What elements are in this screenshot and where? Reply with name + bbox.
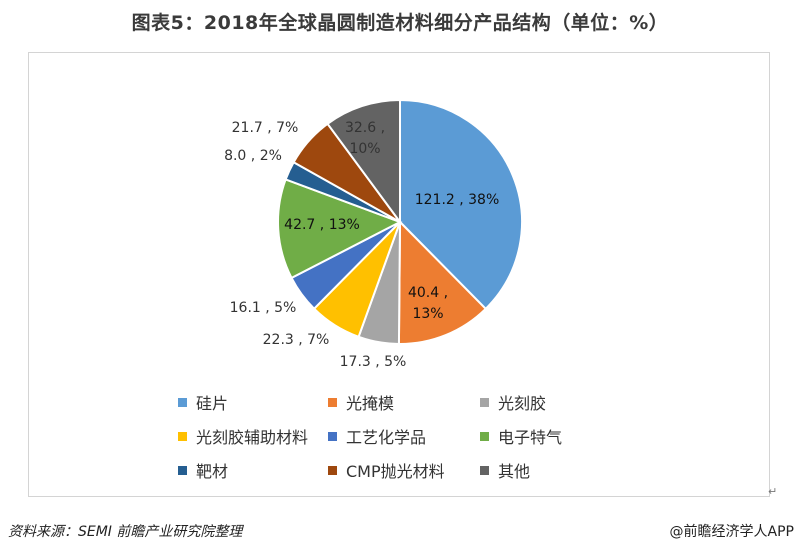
legend-swatch (328, 431, 337, 441)
legend-item-3: 光刻胶 (480, 390, 546, 414)
pie-slice-1 (399, 98, 523, 311)
brand-mark: @前瞻经济学人APP (669, 524, 794, 540)
return-mark: ↵ (768, 485, 778, 498)
legend-swatch (328, 465, 337, 475)
legend-label: 硅片 (196, 394, 229, 413)
data-label-4: 22.3 , 7% (263, 332, 330, 348)
legend-swatch (480, 431, 489, 441)
data-label-9: 32.6 , (345, 120, 385, 136)
pie-slice-6 (277, 178, 403, 280)
legend-label: 其他 (498, 462, 531, 481)
legend-swatch (178, 465, 187, 475)
data-label-2: 40.4 , (408, 285, 448, 301)
source-note: 资料来源：SEMI 前瞻产业研究院整理 (8, 524, 243, 540)
legend-swatch (178, 431, 187, 441)
pie-slice-2 (397, 219, 488, 345)
legend-item-9: 其他 (480, 458, 530, 482)
legend-item-8: CMP抛光材料 (328, 458, 445, 482)
data-label-3: 17.3 , 5% (340, 354, 407, 370)
legend-item-6: 电子特气 (480, 424, 562, 448)
legend-swatch (328, 397, 337, 407)
legend-swatch (178, 397, 187, 407)
legend-label: 光刻胶辅助材料 (196, 428, 309, 447)
legend-swatch (480, 397, 489, 407)
legend-item-5: 工艺化学品 (328, 424, 426, 448)
data-label-9-line2: 10% (349, 141, 380, 157)
data-label-8: 21.7 , 7% (232, 120, 299, 136)
data-label-1: 121.2 , 38% (415, 192, 500, 208)
data-label-2-line2: 13% (412, 306, 443, 322)
legend-label: 工艺化学品 (346, 428, 427, 447)
chart-title: 图表5：2018年全球晶圆制造材料细分产品结构（单位：%） (131, 12, 669, 34)
legend-label: 光掩模 (346, 394, 395, 413)
legend-label: 光刻胶 (498, 394, 547, 413)
data-label-7: 8.0 , 2% (224, 148, 282, 164)
data-label-6: 42.7 , 13% (284, 217, 360, 233)
pie-slice-9 (326, 98, 401, 226)
legend-item-1: 硅片 (178, 390, 228, 414)
legend-item-2: 光掩模 (328, 390, 394, 414)
legend-item-4: 光刻胶辅助材料 (178, 424, 308, 448)
legend-label: CMP抛光材料 (346, 462, 445, 481)
data-label-5: 16.1 , 5% (230, 300, 297, 316)
legend-swatch (480, 465, 489, 475)
legend-item-7: 靶材 (178, 458, 228, 482)
legend-label: 电子特气 (498, 428, 563, 447)
legend-label: 靶材 (196, 462, 229, 481)
